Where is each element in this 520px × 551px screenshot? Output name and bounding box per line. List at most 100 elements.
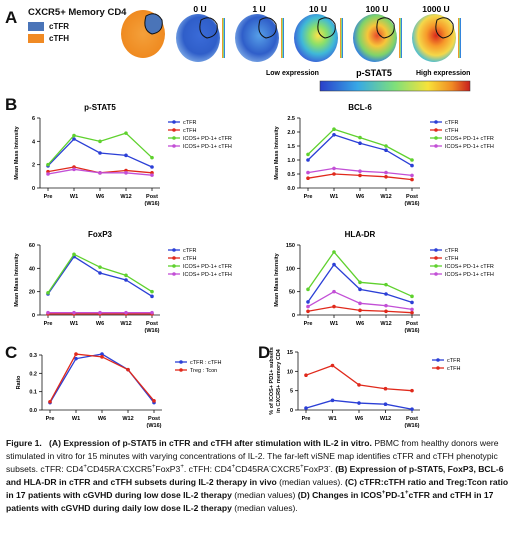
data-point: [306, 309, 310, 314]
y-tick-label: 150: [286, 243, 295, 249]
data-point: [330, 363, 335, 368]
y-tick-label: 10: [287, 369, 293, 375]
chart-2: FoxP3 0 20 40 60 Pre W1 W6 W12 Post(W16) Mean Mass…: [14, 230, 232, 334]
data-point: [410, 407, 414, 412]
visne-map-dose-1000: 1000 U: [412, 4, 461, 62]
x-tick-label: Pre: [304, 194, 313, 200]
data-point: [124, 131, 128, 135]
x-tick-label: Post: [148, 416, 160, 422]
legend-marker: [434, 144, 438, 148]
y-tick-label: 15: [287, 350, 293, 356]
data-point: [358, 169, 362, 173]
y-tick-label: 0: [290, 408, 293, 414]
x-tick-label: Pre: [302, 416, 311, 422]
data-point: [384, 303, 388, 308]
legend-label: cTFH: [183, 128, 196, 134]
legend-label: ICOS+ PD-1+ cTFH: [445, 144, 494, 150]
legend-label: cTFR: [183, 248, 196, 254]
x-tick-label: W6: [356, 321, 364, 327]
data-point: [332, 289, 336, 294]
data-point: [98, 265, 102, 269]
y-axis-label: Ratio: [16, 375, 22, 389]
y-tick-label: 4: [32, 139, 36, 145]
data-point: [150, 289, 154, 294]
data-point: [306, 158, 310, 162]
data-point: [46, 291, 50, 295]
legend-label: ICOS+ PD-1+ cTFH: [445, 272, 494, 278]
caption-c-body: (median values): [234, 490, 296, 500]
x-tick-label: Post: [146, 321, 158, 327]
data-point: [98, 139, 102, 144]
series-line-0: [47, 255, 153, 297]
legend-label: ICOS+ PD-1+ cTFR: [183, 264, 232, 270]
caption-d-body: (median values).: [234, 503, 298, 513]
y-tick-label: 40: [29, 266, 35, 272]
x-tick-label: Post: [406, 321, 418, 327]
data-point: [410, 158, 414, 162]
chart-0: p-STAT5 0 2 4 6 Pre W1 W6 W12 Post(W16) Mean Mass …: [14, 103, 232, 207]
visne-map-dose-0: 0 U: [176, 4, 225, 62]
x-tick-label: Pre: [304, 321, 313, 327]
legend-marker: [434, 128, 438, 132]
y-tick-label: 0.0: [287, 186, 295, 192]
x-tick-label: W6: [96, 321, 104, 327]
legend-marker: [434, 264, 438, 268]
x-tick-label: Post: [406, 194, 418, 200]
x-tick-label: W1: [70, 194, 78, 200]
figure-caption: Figure 1. (A) Expression of p-STAT5 in c…: [6, 437, 516, 515]
x-tick-label: W12: [120, 194, 131, 200]
colorbar-title: p-STAT5: [356, 68, 392, 78]
caption-b-body: (median values).: [279, 477, 343, 487]
chart-title: BCL-6: [348, 103, 372, 112]
y-tick-label: 0.0: [29, 408, 37, 414]
data-point: [358, 308, 362, 313]
panel-b-letter: B: [5, 95, 18, 114]
data-point: [332, 127, 336, 131]
y-tick-label: 0: [292, 313, 295, 319]
legend-marker: [172, 272, 176, 276]
visne-map-dose-100: 100 U: [353, 4, 402, 62]
data-point: [383, 402, 388, 407]
data-point: [100, 352, 104, 356]
data-point: [383, 386, 388, 391]
data-point: [98, 310, 102, 315]
legend-marker: [172, 144, 176, 148]
panel-d-letter: D: [258, 343, 271, 362]
legend-marker: [434, 256, 438, 260]
y-axis-label: in CXCR5+ memory CD4: [276, 348, 282, 413]
y-axis-label: % of ICOS+ PD1+ subsets: [269, 347, 275, 415]
dose-label-1: 1 U: [252, 4, 265, 14]
y-tick-label: 1.5: [287, 144, 295, 150]
data-point: [46, 310, 50, 315]
legend-marker: [434, 272, 438, 276]
legend-marker: [434, 120, 438, 124]
x-tick-label: W6: [356, 194, 364, 200]
legend-marker: [172, 120, 176, 124]
data-point: [384, 148, 388, 152]
data-point: [98, 271, 102, 275]
panel-a-title: CXCR5+ Memory CD4: [28, 7, 127, 18]
series-line-0: [49, 353, 155, 404]
data-point: [358, 301, 362, 306]
legend-ctfh: cTFH: [28, 34, 69, 43]
legend-marker: [172, 264, 176, 268]
data-point: [304, 406, 308, 410]
chart-title: p-STAT5: [84, 103, 116, 112]
y-tick-label: 2: [32, 163, 35, 169]
legend-marker: [434, 248, 438, 252]
legend-label-ctfh: cTFH: [49, 34, 69, 43]
data-point: [358, 173, 362, 178]
y-tick-label: 60: [29, 243, 35, 249]
data-point: [150, 165, 154, 169]
y-axis-label: Mean Mass Intensity: [274, 125, 280, 179]
x-tick-label: W6: [355, 416, 363, 422]
x-tick-label: W12: [380, 194, 391, 200]
y-tick-label: 100: [286, 266, 295, 272]
y-axis-label: Mean Mass Intensity: [14, 252, 20, 306]
data-point: [124, 171, 128, 175]
y-tick-label: 6: [32, 116, 35, 122]
chart-title: HLA-DR: [345, 230, 376, 239]
data-point: [150, 155, 154, 160]
legend-swatch-ctfh: [28, 34, 44, 43]
